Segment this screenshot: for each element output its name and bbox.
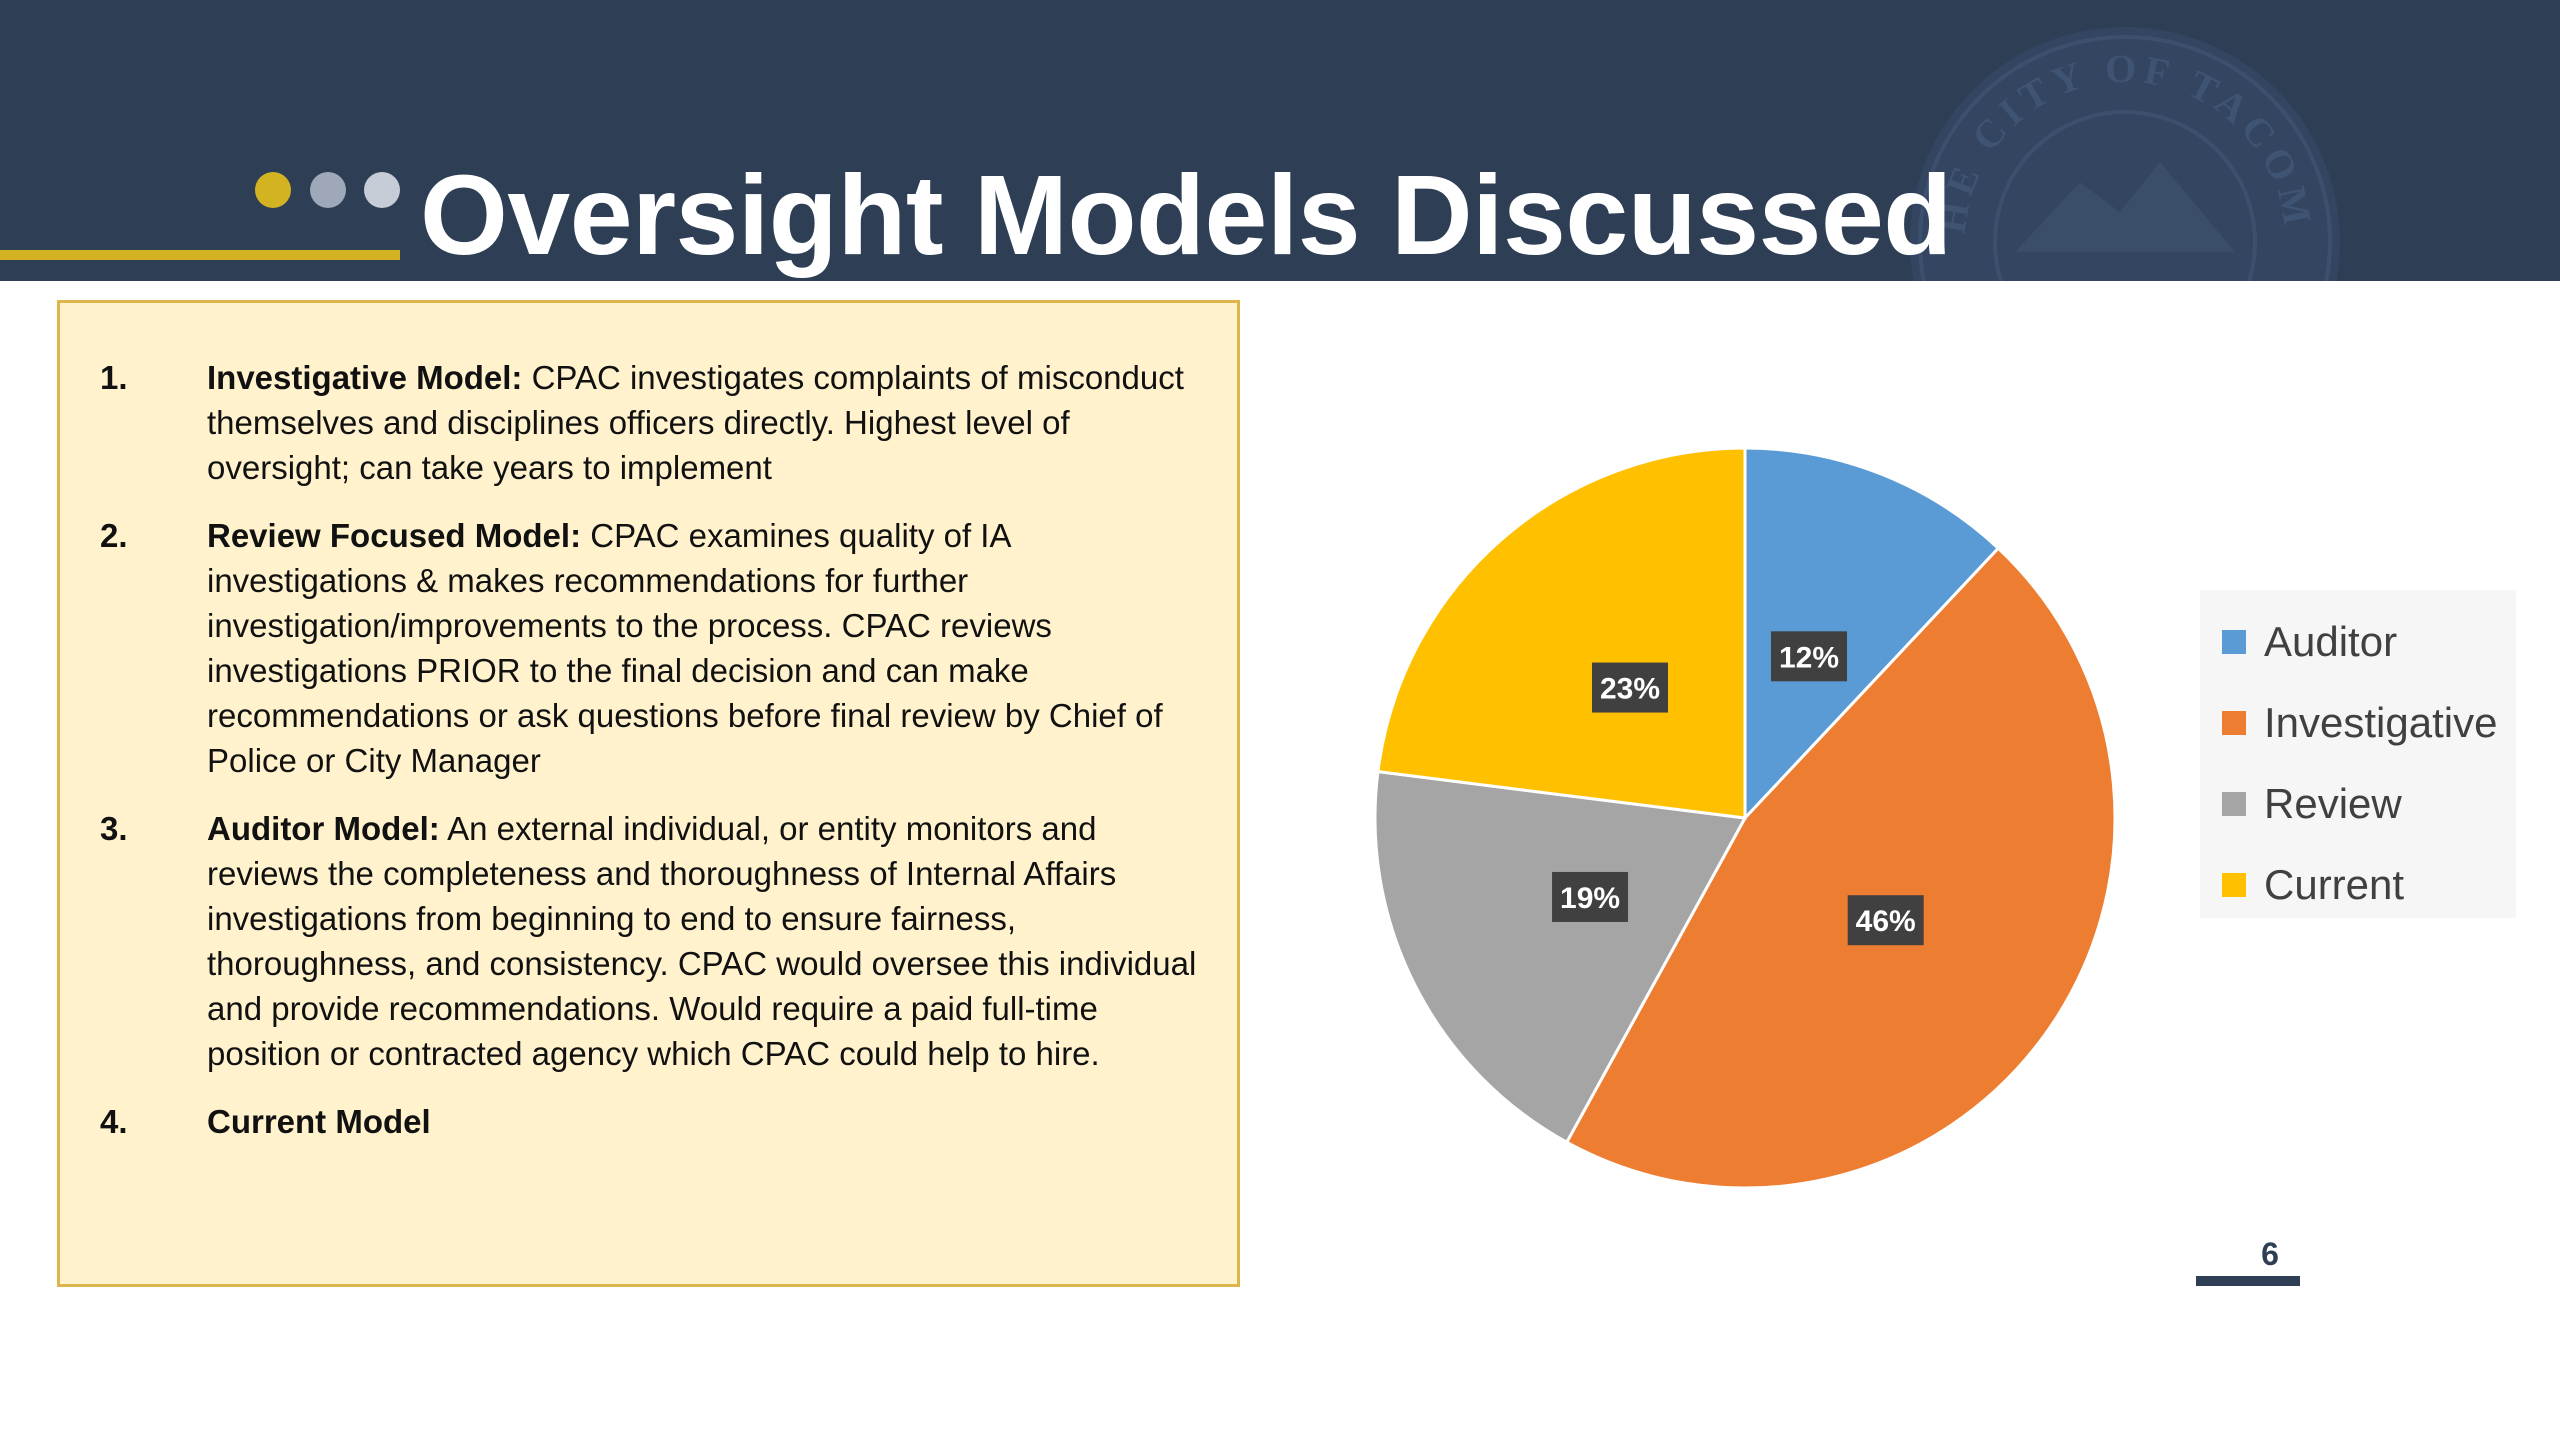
data-label-investigative: 46%: [1847, 895, 1924, 946]
data-label-auditor: 12%: [1771, 631, 1848, 682]
model-text: CPAC investigates complaints of miscondu…: [207, 359, 1184, 486]
data-label-box: [1847, 895, 1924, 946]
legend-item-auditor: Auditor: [2222, 612, 2397, 672]
page-number: 6: [2261, 1236, 2279, 1272]
pie-chart: 12% 46% 19% 23%: [1373, 446, 2117, 1190]
model-item-4: 4. Current Model: [100, 1099, 1197, 1144]
legend-label: Auditor: [2264, 618, 2398, 665]
page-number-underline: [2196, 1276, 2300, 1286]
models-textbox: 1. Investigative Model: CPAC investigate…: [57, 300, 1240, 1287]
model-text: An external individual, or entity monito…: [207, 810, 1197, 1072]
pie-slice-review: [1373, 769, 1748, 1145]
model-text: CPAC examines quality of IA investigatio…: [207, 517, 1163, 779]
model-description: Review Focused Model: CPAC examines qual…: [207, 513, 1197, 783]
pie-slice-investigative: [1564, 546, 2117, 1190]
legend-label: Review: [2264, 780, 2402, 827]
data-label-text: 46%: [1856, 905, 1916, 938]
legend-label: Investigative: [2264, 699, 2498, 746]
legend-item-review: Review: [2222, 774, 2402, 834]
decorative-dot-gray: [310, 172, 346, 208]
model-number: 1.: [100, 359, 128, 396]
legend-swatch: [2222, 630, 2246, 654]
model-description: Auditor Model: An external individual, o…: [207, 806, 1197, 1076]
decorative-dot-light: [364, 172, 400, 208]
slide-header: THE CITY OF TACOMA Oversight Models Disc…: [0, 0, 2560, 281]
legend-swatch: [2222, 711, 2246, 735]
pie-slice-current: [1376, 446, 1747, 820]
data-label-box: [1552, 871, 1629, 922]
data-label-text: 19%: [1560, 882, 1620, 915]
data-label-box: [1591, 662, 1668, 713]
legend-swatch: [2222, 792, 2246, 816]
model-number: 3.: [100, 810, 128, 847]
model-lead: Investigative Model:: [207, 359, 523, 396]
model-lead: Auditor Model:: [207, 810, 440, 847]
pie-slice-auditor: [1743, 446, 2001, 822]
data-label-text: 12%: [1779, 641, 1839, 674]
chart-legend: Auditor Investigative Review Current: [2200, 590, 2516, 918]
model-number: 2.: [100, 517, 128, 554]
model-description: Current Model: [207, 1099, 1197, 1144]
data-label-current: 23%: [1591, 662, 1668, 713]
legend-item-current: Current: [2222, 855, 2404, 915]
title-accent-line: [0, 250, 400, 260]
legend-swatch: [2222, 873, 2246, 897]
legend-item-investigative: Investigative: [2222, 693, 2497, 753]
city-seal-watermark: THE CITY OF TACOMA: [1905, 22, 2340, 281]
data-label-text: 23%: [1600, 673, 1660, 706]
slide-title: Oversight Models Discussed: [420, 152, 1952, 278]
model-lead: Review Focused Model:: [207, 517, 582, 554]
data-label-review: 19%: [1552, 871, 1629, 922]
model-item-1: 1. Investigative Model: CPAC investigate…: [100, 355, 1197, 490]
legend-label: Current: [2264, 861, 2405, 908]
model-description: Investigative Model: CPAC investigates c…: [207, 355, 1197, 490]
decorative-dot-gold: [255, 172, 291, 208]
model-item-3: 3. Auditor Model: An external individual…: [100, 806, 1197, 1076]
data-label-box: [1771, 631, 1848, 682]
model-number: 4.: [100, 1103, 128, 1140]
model-item-2: 2. Review Focused Model: CPAC examines q…: [100, 513, 1197, 783]
model-lead: Current Model: [207, 1103, 431, 1140]
